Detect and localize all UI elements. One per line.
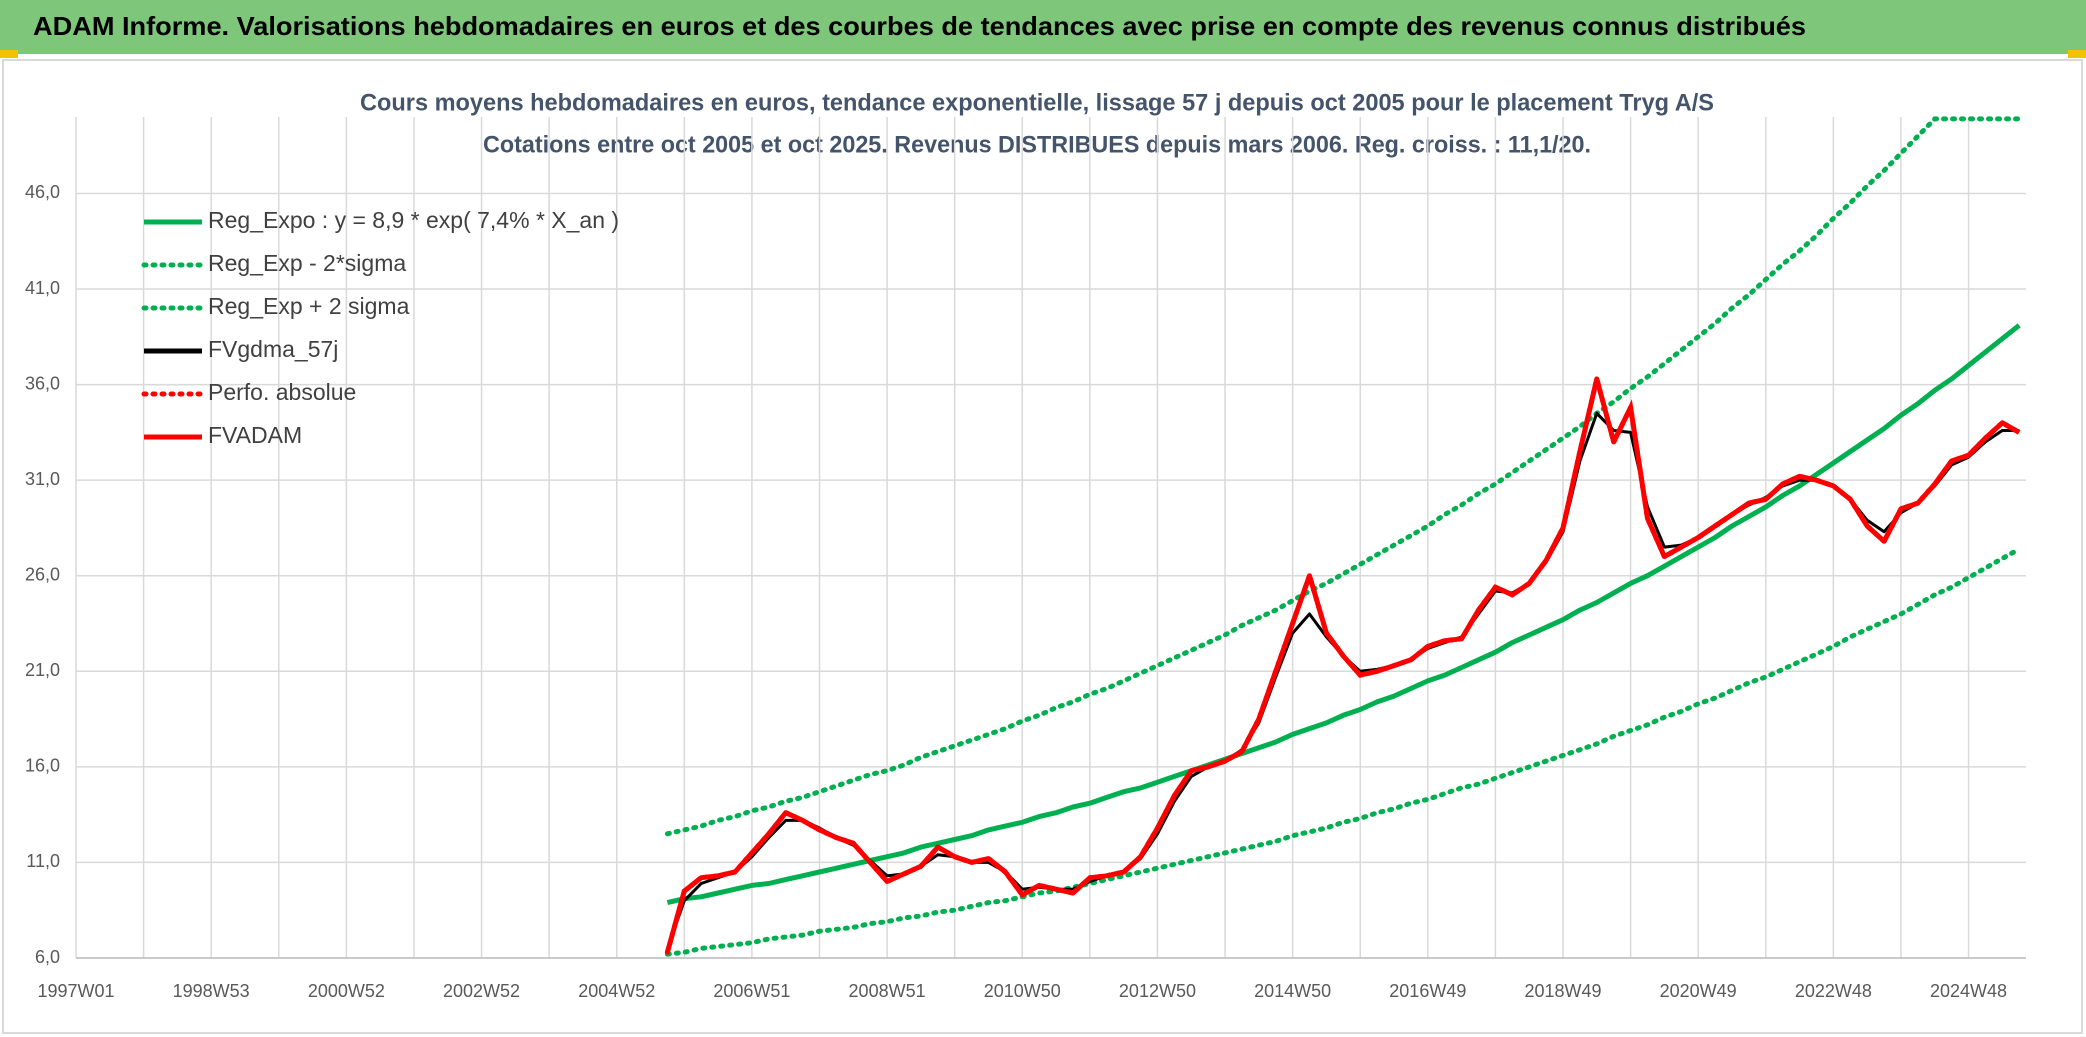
chart-subtitle: Cotations entre oct 2005 et oct 2025. Re…	[483, 131, 1591, 158]
x-tick-label: 1998W53	[173, 981, 250, 1001]
series-line	[666, 323, 2021, 906]
plot-lines	[664, 116, 2022, 957]
x-tick-label: 2010W50	[984, 981, 1061, 1001]
y-tick-label: 16,0	[25, 756, 60, 776]
legend-label: FVgdma_57j	[208, 336, 338, 362]
series-line	[664, 376, 2021, 953]
y-tick-label: 36,0	[25, 373, 60, 393]
corner-mark	[0, 50, 18, 58]
x-tick-label: 2012W50	[1119, 981, 1196, 1001]
y-tick-label: 46,0	[25, 182, 60, 202]
y-tick-label: 21,0	[25, 660, 60, 680]
x-tick-label: 2024W48	[1930, 981, 2007, 1001]
legend-label: FVADAM	[208, 422, 302, 448]
x-tick-label: 2014W50	[1254, 981, 1331, 1001]
y-tick-label: 26,0	[25, 564, 60, 584]
header-bar	[0, 0, 2086, 54]
x-tick-label: 2022W48	[1795, 981, 1872, 1001]
x-tick-label: 2008W51	[849, 981, 926, 1001]
corner-mark	[2068, 50, 2086, 58]
chart-frame	[2, 59, 2083, 1034]
x-tick-label: 2004W52	[578, 981, 655, 1001]
header-title: ADAM Informe. Valorisations hebdomadaire…	[33, 11, 1806, 41]
legend-label: Reg_Exp - 2*sigma	[208, 250, 406, 276]
legend-label: Reg_Expo : y = 8,9 * exp( 7,4% * X_an )	[208, 207, 619, 233]
legend-label: Reg_Exp + 2 sigma	[208, 293, 410, 319]
legend-label: Perfo. absolue	[208, 379, 356, 405]
x-tick-label: 2000W52	[308, 981, 385, 1001]
series-line	[664, 116, 2022, 837]
series-line	[664, 546, 2022, 957]
x-tick-label: 1997W01	[37, 981, 114, 1001]
x-tick-label: 2020W49	[1660, 981, 1737, 1001]
x-tick-label: 2006W51	[713, 981, 790, 1001]
x-tick-label: 2002W52	[443, 981, 520, 1001]
chart-title: Cours moyens hebdomadaires en euros, ten…	[360, 89, 1714, 116]
y-tick-label: 11,0	[26, 851, 60, 871]
x-tick-label: 2016W49	[1389, 981, 1466, 1001]
y-tick-label: 31,0	[25, 469, 60, 489]
grid: 6,0 11,0 16,0 21,0 26,0 31,0 36,0 41,0 46,0 1997W…	[25, 117, 2026, 1001]
y-tick-label: 6,0	[35, 947, 60, 967]
legend: Reg_Expo : y = 8,9 * exp( 7,4% * X_an ) R…	[141, 207, 619, 448]
y-tick-label: 41,0	[25, 278, 60, 298]
x-tick-label: 2018W49	[1524, 981, 1601, 1001]
